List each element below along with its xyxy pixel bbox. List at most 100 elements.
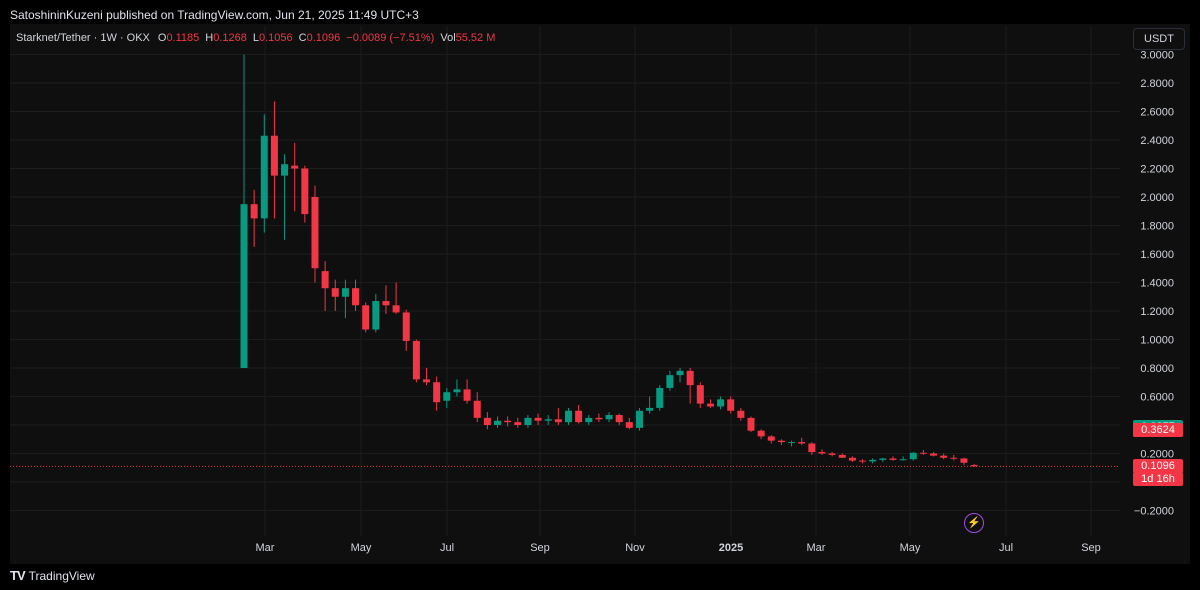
candle-body	[879, 458, 887, 460]
candle-body	[534, 417, 542, 421]
footer-brand[interactable]: TradingView	[28, 568, 95, 583]
candle-body	[281, 164, 289, 176]
candle	[564, 407, 572, 425]
candle	[808, 442, 816, 455]
candle-body	[818, 452, 826, 454]
high-label: H	[205, 32, 214, 44]
candle-body	[311, 197, 319, 269]
candle	[950, 454, 958, 461]
candle-body	[260, 135, 268, 219]
candle	[534, 413, 542, 425]
candle-body	[686, 370, 694, 386]
candle	[585, 415, 593, 425]
tradingview-logo-icon[interactable]: TV	[10, 568, 26, 583]
candle-body	[575, 410, 583, 423]
candle	[473, 392, 481, 423]
candle-body	[788, 442, 796, 444]
candle-body	[473, 400, 481, 418]
x-tick-label: Sep	[530, 542, 550, 554]
symbol-label[interactable]: Starknet/Tether · 1W · OKX	[16, 32, 150, 44]
candle	[717, 396, 725, 410]
x-tick-label: Mar	[256, 542, 275, 554]
candle-body	[909, 452, 917, 460]
candle-body	[595, 417, 603, 420]
candle	[930, 452, 938, 457]
candle-body	[889, 458, 897, 460]
x-tick-label: Nov	[625, 542, 645, 554]
candle	[524, 415, 532, 428]
x-tick-label: 2025	[719, 542, 743, 554]
candle	[311, 185, 319, 283]
candle-body	[321, 271, 329, 289]
candle	[331, 279, 339, 311]
candle-body	[494, 420, 501, 425]
candle	[838, 453, 846, 458]
candle-body	[382, 301, 390, 306]
candle-body	[930, 453, 938, 456]
candle-body	[635, 410, 643, 428]
low-label: L	[252, 32, 259, 44]
candle	[656, 385, 664, 411]
candle	[909, 452, 917, 461]
y-tick-label: −0.2000	[1134, 506, 1174, 518]
currency-button[interactable]: USDT	[1133, 28, 1185, 50]
candle	[706, 399, 714, 408]
y-tick-label: 2.8000	[1140, 78, 1174, 90]
candle-body	[240, 204, 248, 368]
candle-body	[859, 460, 867, 462]
candle	[463, 379, 471, 404]
candle	[250, 189, 258, 247]
candle-body	[392, 305, 400, 313]
candle-body	[433, 382, 441, 403]
candle-body	[352, 288, 360, 306]
y-tick-label: 2.2000	[1140, 164, 1174, 176]
candle	[453, 379, 461, 397]
candle	[270, 101, 278, 219]
y-tick-label: 1.4000	[1140, 278, 1174, 290]
candle-body	[483, 417, 491, 425]
y-tick-label: 0.8000	[1140, 363, 1174, 375]
candle-body	[564, 410, 572, 423]
candle-body	[808, 443, 816, 453]
candle-body	[676, 370, 684, 376]
volume-value: 55.52 M	[455, 32, 496, 44]
candle-body	[585, 417, 593, 423]
candle	[727, 396, 735, 414]
candle-body	[372, 301, 380, 330]
candle-body	[412, 340, 420, 380]
footer: TV TradingView	[10, 568, 95, 583]
candle-body	[544, 419, 552, 421]
y-tick-label: 1.8000	[1140, 221, 1174, 233]
y-tick-label: 1.0000	[1140, 335, 1174, 347]
candle	[504, 416, 512, 427]
candle	[757, 429, 765, 440]
chart-panel[interactable]	[10, 24, 1190, 564]
candle	[970, 463, 978, 467]
candle-body	[605, 415, 613, 420]
candle	[635, 407, 643, 431]
candle	[919, 449, 927, 455]
x-tick-label: May	[900, 542, 921, 554]
candle	[392, 282, 400, 314]
candle-body	[777, 440, 785, 443]
x-tick-label: Jul	[999, 542, 1013, 554]
change-value: −0.0089 (−7.51%)	[346, 32, 435, 44]
candle-body	[706, 403, 714, 407]
candle	[605, 412, 613, 423]
open-label: O	[157, 32, 167, 44]
candle	[848, 456, 856, 463]
candle-body	[362, 305, 370, 330]
candle	[352, 279, 360, 311]
open-value: 0.1185	[166, 32, 200, 44]
candle-body	[757, 430, 765, 437]
candle-body	[625, 422, 633, 428]
bolt-icon[interactable]: ⚡	[964, 513, 984, 533]
candle	[240, 54, 248, 368]
candle-body	[940, 455, 948, 458]
candle	[859, 459, 867, 464]
candle-body	[301, 168, 309, 215]
candle-body	[646, 407, 654, 411]
candle	[747, 416, 755, 433]
y-tick-label: 0.2000	[1140, 449, 1174, 461]
